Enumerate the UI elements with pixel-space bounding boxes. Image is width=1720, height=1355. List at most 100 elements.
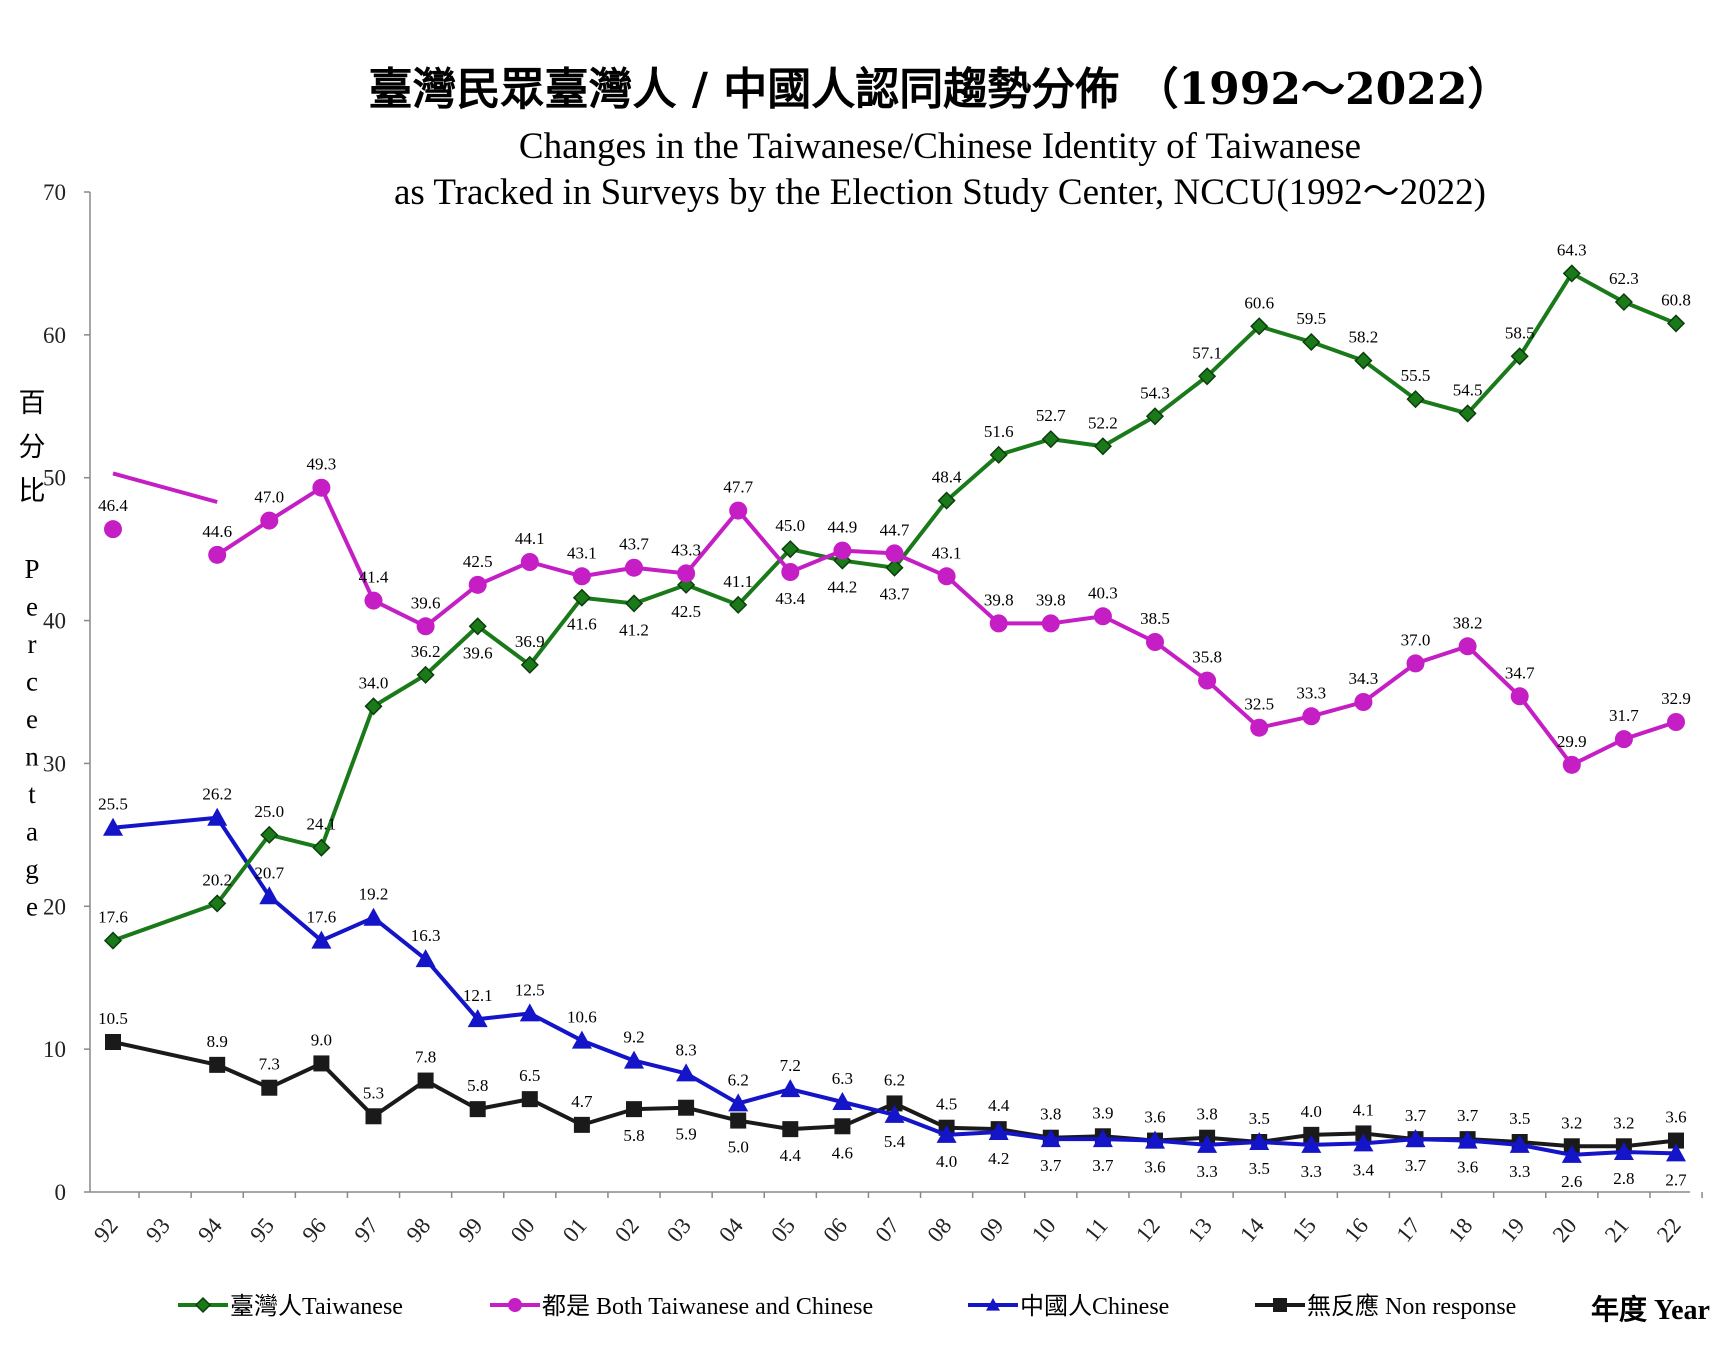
data-label: 52.7 <box>1036 406 1066 425</box>
data-label: 3.6 <box>1144 1158 1165 1177</box>
y-tick-label: 10 <box>43 1037 66 1062</box>
y-label-zh-char: 分 <box>19 432 46 463</box>
data-label: 43.1 <box>567 543 597 562</box>
data-point-triangle <box>1509 1134 1530 1153</box>
chart-title-en-line2: as Tracked in Surveys by the Election St… <box>394 172 1486 213</box>
data-point-square <box>678 1099 695 1116</box>
data-point-circle <box>208 545 227 564</box>
data-point-triangle <box>207 807 228 826</box>
data-label: 10.6 <box>567 1008 597 1027</box>
x-axis-title: 年度 Year <box>1591 1293 1710 1326</box>
data-point-circle <box>520 553 539 571</box>
data-point-diamond <box>1093 437 1112 456</box>
y-tick-label: 30 <box>43 751 66 776</box>
data-label: 9.2 <box>623 1028 644 1047</box>
data-point-circle <box>1302 707 1321 726</box>
data-point-circle <box>260 511 279 530</box>
data-label: 42.5 <box>463 552 493 571</box>
data-point-triangle <box>884 1104 905 1123</box>
data-point-square <box>834 1118 851 1135</box>
data-point-triangle <box>1092 1129 1113 1148</box>
data-point-diamond <box>624 594 644 613</box>
data-point-circle <box>1198 671 1217 690</box>
data-label: 51.6 <box>984 422 1014 441</box>
data-label: 3.4 <box>1353 1160 1375 1179</box>
data-label: 41.4 <box>359 568 389 587</box>
data-point-diamond <box>1614 292 1633 312</box>
data-label: 3.8 <box>1196 1105 1217 1124</box>
data-label: 4.1 <box>1353 1100 1374 1119</box>
data-label: 34.3 <box>1349 669 1379 688</box>
data-point-diamond <box>364 697 383 716</box>
data-point-triangle <box>467 1009 488 1028</box>
data-point-diamond <box>781 540 800 559</box>
data-point-triangle <box>1613 1142 1634 1160</box>
legend-item: 臺灣人Taiwanese <box>178 1293 403 1320</box>
data-point-square <box>261 1079 278 1096</box>
data-label: 38.5 <box>1140 609 1170 628</box>
data-label: 3.3 <box>1509 1162 1530 1181</box>
data-point-square <box>469 1101 486 1118</box>
data-point-diamond <box>1562 264 1581 283</box>
data-point-circle <box>1093 607 1112 626</box>
data-label: 3.3 <box>1196 1162 1217 1181</box>
data-label: 20.2 <box>202 870 232 889</box>
chart-title-zh: 臺灣民眾臺灣人 / 中國人認同趨勢分佈 （1992～2022） <box>369 64 1512 115</box>
data-label: 6.2 <box>884 1070 905 1089</box>
data-label: 3.7 <box>1092 1156 1114 1175</box>
data-label: 48.4 <box>932 468 962 487</box>
data-point-circle <box>781 563 800 581</box>
data-label: 2.8 <box>1613 1169 1634 1188</box>
data-point-circle <box>364 591 383 610</box>
data-label: 4.6 <box>832 1143 853 1162</box>
data-point-square <box>730 1112 747 1129</box>
data-point-triangle <box>986 1298 1000 1311</box>
data-point-diamond <box>312 838 331 857</box>
data-label: 43.7 <box>619 535 649 554</box>
data-label: 32.9 <box>1661 689 1691 708</box>
data-point-square <box>313 1055 330 1072</box>
y-tick-label: 60 <box>43 323 66 348</box>
data-label: 52.2 <box>1088 413 1118 432</box>
y-label-en-char: a <box>26 817 38 847</box>
y-tick-label: 20 <box>43 894 66 919</box>
data-label: 3.5 <box>1249 1109 1270 1128</box>
y-label-en-char: r <box>28 629 37 659</box>
data-point-diamond <box>103 931 123 950</box>
data-label: 4.7 <box>571 1092 593 1111</box>
data-point-circle <box>937 567 956 586</box>
data-point-triangle <box>311 930 332 949</box>
data-point-triangle <box>363 907 384 926</box>
data-label: 17.6 <box>98 908 128 927</box>
data-label: 41.6 <box>567 615 597 634</box>
data-label: 25.0 <box>254 802 284 821</box>
data-point-diamond <box>1666 314 1686 333</box>
y-label-en-char: g <box>25 854 39 884</box>
data-label: 4.0 <box>936 1152 957 1171</box>
data-label: 31.7 <box>1609 706 1639 725</box>
data-label: 3.5 <box>1509 1109 1530 1128</box>
data-point-triangle <box>624 1050 644 1069</box>
data-label: 39.6 <box>411 593 441 612</box>
data-label: 4.5 <box>936 1095 957 1114</box>
data-point-circle <box>1041 614 1060 633</box>
data-point-diamond <box>885 558 904 577</box>
data-point-diamond <box>194 1296 212 1314</box>
data-point-circle <box>468 575 487 594</box>
data-point-diamond <box>1406 390 1425 409</box>
data-label: 39.8 <box>984 590 1014 609</box>
data-point-diamond <box>937 491 956 510</box>
legend-label: 無反應 Non response <box>1307 1293 1516 1320</box>
data-label: 5.9 <box>675 1125 696 1144</box>
data-label: 5.8 <box>623 1126 644 1145</box>
y-label-en-char: e <box>26 592 38 622</box>
data-label: 5.4 <box>884 1132 906 1151</box>
data-label: 5.8 <box>467 1076 488 1095</box>
data-label: 3.2 <box>1613 1113 1634 1132</box>
y-label-en-char: t <box>28 779 36 809</box>
data-label: 7.3 <box>259 1055 280 1074</box>
data-label: 45.0 <box>775 516 805 535</box>
